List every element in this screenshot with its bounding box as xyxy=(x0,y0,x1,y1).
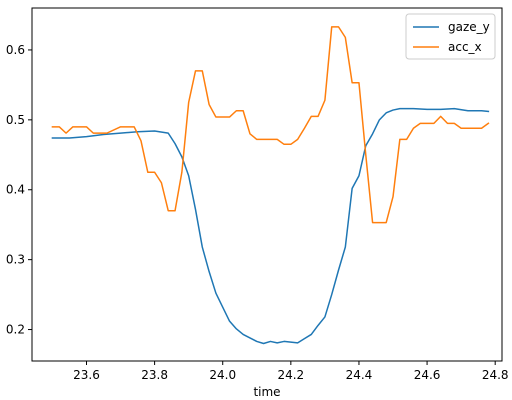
series-layer xyxy=(51,26,490,345)
y-tick-label: 0.3 xyxy=(6,253,25,267)
series-line-gaze-y xyxy=(51,107,490,345)
x-tick-label: 23.6 xyxy=(73,368,100,382)
x-axis: 23.6 23.8 24.0 24.2 24.4 24.6 24.8 xyxy=(73,361,509,382)
x-tick-label: 24.6 xyxy=(414,368,441,382)
series-line-acc-x xyxy=(51,26,490,224)
x-axis-label: time xyxy=(253,385,280,399)
x-tick-label: 24.0 xyxy=(209,368,236,382)
y-tick-label: 0.4 xyxy=(6,183,25,197)
legend-label-gaze-y: gaze_y xyxy=(448,20,490,34)
x-tick-label: 24.8 xyxy=(482,368,509,382)
plot-frame xyxy=(31,7,503,362)
x-tick-label: 24.2 xyxy=(277,368,304,382)
x-tick-label: 23.8 xyxy=(141,368,168,382)
legend-label-acc-x: acc_x xyxy=(448,40,482,54)
y-tick-label: 0.5 xyxy=(6,113,25,127)
y-tick-label: 0.6 xyxy=(6,43,25,57)
y-axis: 0.2 0.3 0.4 0.5 0.6 xyxy=(6,43,32,337)
y-tick-label: 0.2 xyxy=(6,323,25,337)
x-tick-label: 24.4 xyxy=(346,368,373,382)
legend: gaze_y acc_x xyxy=(405,13,496,60)
